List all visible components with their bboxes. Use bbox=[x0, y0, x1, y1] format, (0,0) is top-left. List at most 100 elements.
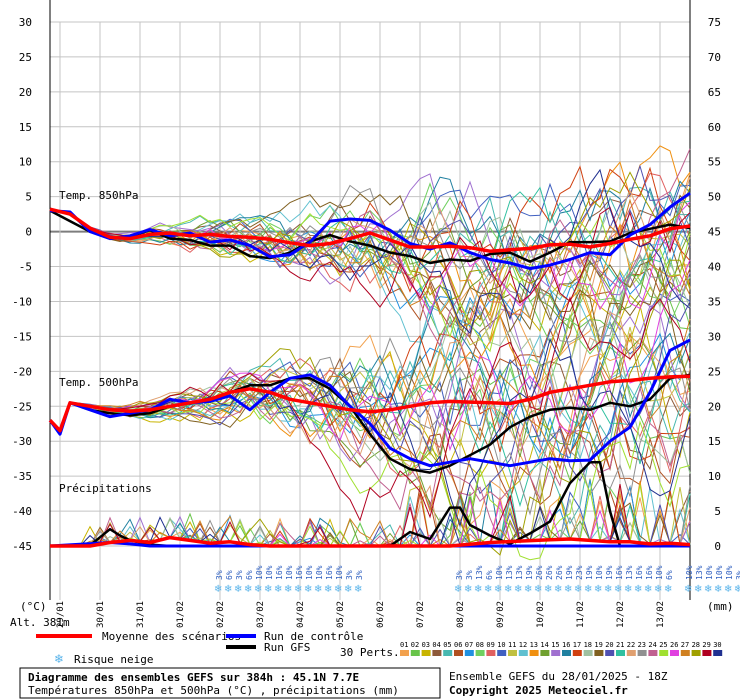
snow-risk-cell: 13% ❄ bbox=[514, 565, 524, 595]
pert-id-label: 08 bbox=[476, 641, 484, 649]
pert-t500-line bbox=[49, 259, 691, 556]
precip-tick-label: 70 bbox=[708, 51, 721, 64]
snowflake-icon: ❄ bbox=[704, 584, 712, 595]
pert-color-swatch bbox=[475, 650, 485, 656]
snow-risk-pct: 3% bbox=[345, 570, 354, 580]
precip-tick-label: 30 bbox=[708, 330, 721, 343]
pert-color-swatch bbox=[400, 650, 409, 656]
snowflake-icon: ❄ bbox=[274, 584, 282, 595]
pert-color-swatch bbox=[605, 650, 615, 656]
pert-t500-line bbox=[49, 296, 691, 522]
pert-t500-line bbox=[49, 351, 691, 508]
snow-risk-pct: 19% bbox=[605, 565, 614, 580]
pert-t500-line bbox=[49, 311, 691, 468]
snow-risk-cell: 10% ❄ bbox=[494, 565, 504, 595]
legend-snow-label: Risque neige bbox=[74, 653, 153, 666]
footer-title: Diagramme des ensembles GEFS sur 384h : … bbox=[28, 671, 359, 684]
snow-risk-pct: 10% bbox=[305, 565, 314, 580]
snow-risk-cell: 6% ❄ bbox=[224, 570, 234, 595]
pert-color-swatch bbox=[432, 650, 442, 656]
snowflake-icon: ❄ bbox=[694, 584, 702, 595]
pert-color-swatch bbox=[529, 650, 539, 656]
snowflake-icon: ❄ bbox=[454, 584, 462, 595]
snowflake-icon: ❄ bbox=[464, 584, 472, 595]
pert-id-label: 03 bbox=[422, 641, 430, 649]
snowflake-icon: ❄ bbox=[224, 584, 232, 595]
pert-id-label: 11 bbox=[508, 641, 516, 649]
snow-risk-pct: 13% bbox=[515, 565, 524, 580]
snow-risk-cell: 10% ❄ bbox=[654, 565, 664, 595]
pert-color-swatch bbox=[497, 650, 507, 656]
precip-tick-label: 75 bbox=[708, 16, 721, 29]
perturbation-legend: 01 02 03 04 05 06 07 08 09 10 11 12 13 14 15 16 17 18 19 20… bbox=[400, 641, 723, 656]
snow-risk-cell: 10% ❄ bbox=[714, 565, 724, 595]
snow-risk-pct: 10% bbox=[285, 565, 294, 580]
pert-color-swatch bbox=[637, 650, 647, 656]
perturbations-label: 30 Perts. bbox=[340, 646, 400, 659]
snow-risk-pct: 13% bbox=[475, 565, 484, 580]
snowflake-icon: ❄ bbox=[504, 584, 512, 595]
snow-risk-cell: 3% ❄ bbox=[734, 570, 740, 595]
pert-color-swatch bbox=[508, 650, 517, 656]
pert-color-swatch bbox=[583, 650, 593, 656]
snow-risk-pct: 10% bbox=[685, 565, 694, 580]
snowflake-icon: ❄ bbox=[604, 584, 612, 595]
temp-tick-label: -35 bbox=[12, 470, 32, 483]
pert-t500-line bbox=[49, 259, 691, 452]
snowflake-icon: ❄ bbox=[564, 584, 572, 595]
snow-risk-pct: 6% bbox=[225, 570, 234, 580]
snow-risk-cell: 3% ❄ bbox=[354, 570, 364, 595]
pert-color-swatch bbox=[551, 650, 561, 656]
snow-risk-cell: 19% ❄ bbox=[584, 565, 594, 595]
pert-id-label: 29 bbox=[702, 641, 710, 649]
mean-precip-line bbox=[50, 535, 691, 548]
pert-id-label: 21 bbox=[616, 641, 624, 649]
snow-risk-pct: 13% bbox=[695, 565, 704, 580]
snow-risk-pct: 6% bbox=[245, 570, 254, 580]
precip-unit-label: (mm) bbox=[707, 600, 734, 613]
snow-risk-cell: 16% ❄ bbox=[644, 565, 654, 595]
pert-id-label: 12 bbox=[519, 641, 527, 649]
pert-precip-line bbox=[50, 486, 691, 547]
date-tick-label: 02/02 bbox=[216, 601, 226, 628]
pert-t500-line bbox=[49, 220, 691, 440]
pert-id-label: 30 bbox=[713, 641, 721, 649]
pert-color-swatch bbox=[454, 650, 463, 656]
precip-tick-label: 15 bbox=[708, 435, 721, 448]
snow-risk-pct: 3% bbox=[465, 570, 474, 580]
snowflake-icon: ❄ bbox=[644, 584, 652, 595]
precip-tick-label: 65 bbox=[708, 86, 721, 99]
snow-risk-pct: 19% bbox=[565, 565, 574, 580]
snowflake-icon: ❄ bbox=[724, 584, 732, 595]
pert-color-swatch bbox=[518, 650, 528, 656]
date-tick-label: 03/02 bbox=[256, 601, 266, 628]
snow-risk-cell: 26% ❄ bbox=[544, 565, 554, 595]
snow-risk-pct: 16% bbox=[645, 565, 654, 580]
pert-id-label: 26 bbox=[670, 641, 678, 649]
pert-id-label: 27 bbox=[681, 641, 689, 649]
precip-tick-label: 5 bbox=[714, 505, 721, 518]
date-tick-label: 11/02 bbox=[576, 601, 586, 628]
snow-risk-pct: 26% bbox=[545, 565, 554, 580]
snow-risk-cell: 3% ❄ bbox=[234, 570, 244, 595]
snowflake-icon: ❄ bbox=[494, 584, 502, 595]
snowflake-icon: ❄ bbox=[354, 584, 362, 595]
snow-risk-pct: 13% bbox=[625, 565, 634, 580]
pert-id-label: 28 bbox=[692, 641, 700, 649]
snow-risk-cell: 10% ❄ bbox=[304, 565, 314, 595]
date-tick-label: 07/02 bbox=[416, 601, 426, 628]
pert-color-swatch bbox=[540, 650, 550, 656]
snow-risk-pct: 10% bbox=[255, 565, 264, 580]
snowflake-icon: ❄ bbox=[474, 584, 482, 595]
run-info: Ensemble GEFS du 28/01/2025 - 18Z bbox=[449, 670, 668, 683]
gfs-t500-line bbox=[49, 373, 691, 474]
snowflake-icon: ❄ bbox=[334, 584, 342, 595]
date-tick-label: 05/02 bbox=[336, 601, 346, 628]
precip-tick-label: 20 bbox=[708, 400, 721, 413]
snowflake-icon: ❄ bbox=[254, 584, 262, 595]
precip-tick-label: 10 bbox=[708, 470, 721, 483]
temp-tick-label: -5 bbox=[19, 261, 32, 274]
pert-id-label: 01 bbox=[400, 641, 408, 649]
snow-risk-pct: 10% bbox=[495, 565, 504, 580]
mean-t500-line bbox=[48, 374, 691, 433]
